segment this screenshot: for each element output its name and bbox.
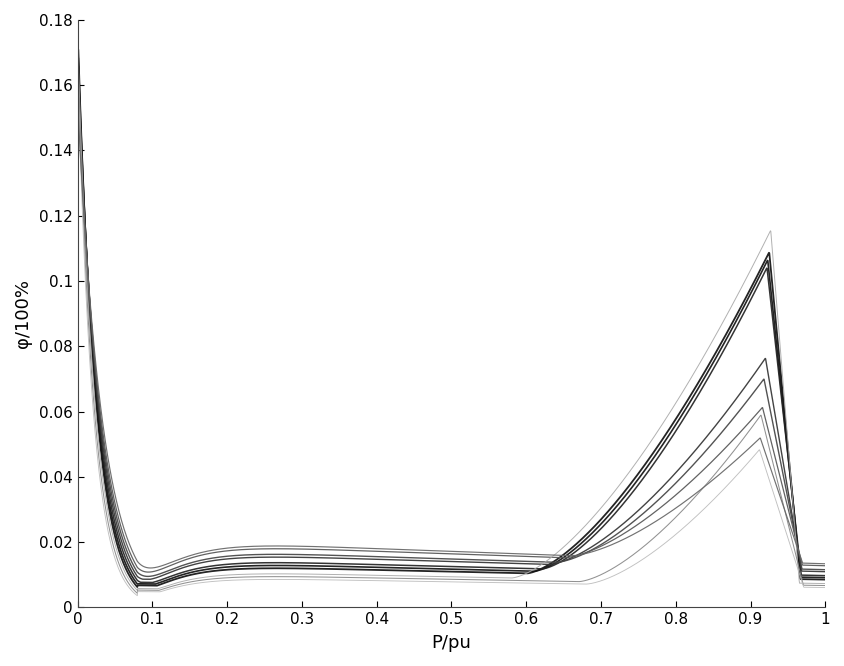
- X-axis label: P/pu: P/pu: [431, 634, 471, 652]
- Y-axis label: φ/100%: φ/100%: [14, 279, 32, 348]
